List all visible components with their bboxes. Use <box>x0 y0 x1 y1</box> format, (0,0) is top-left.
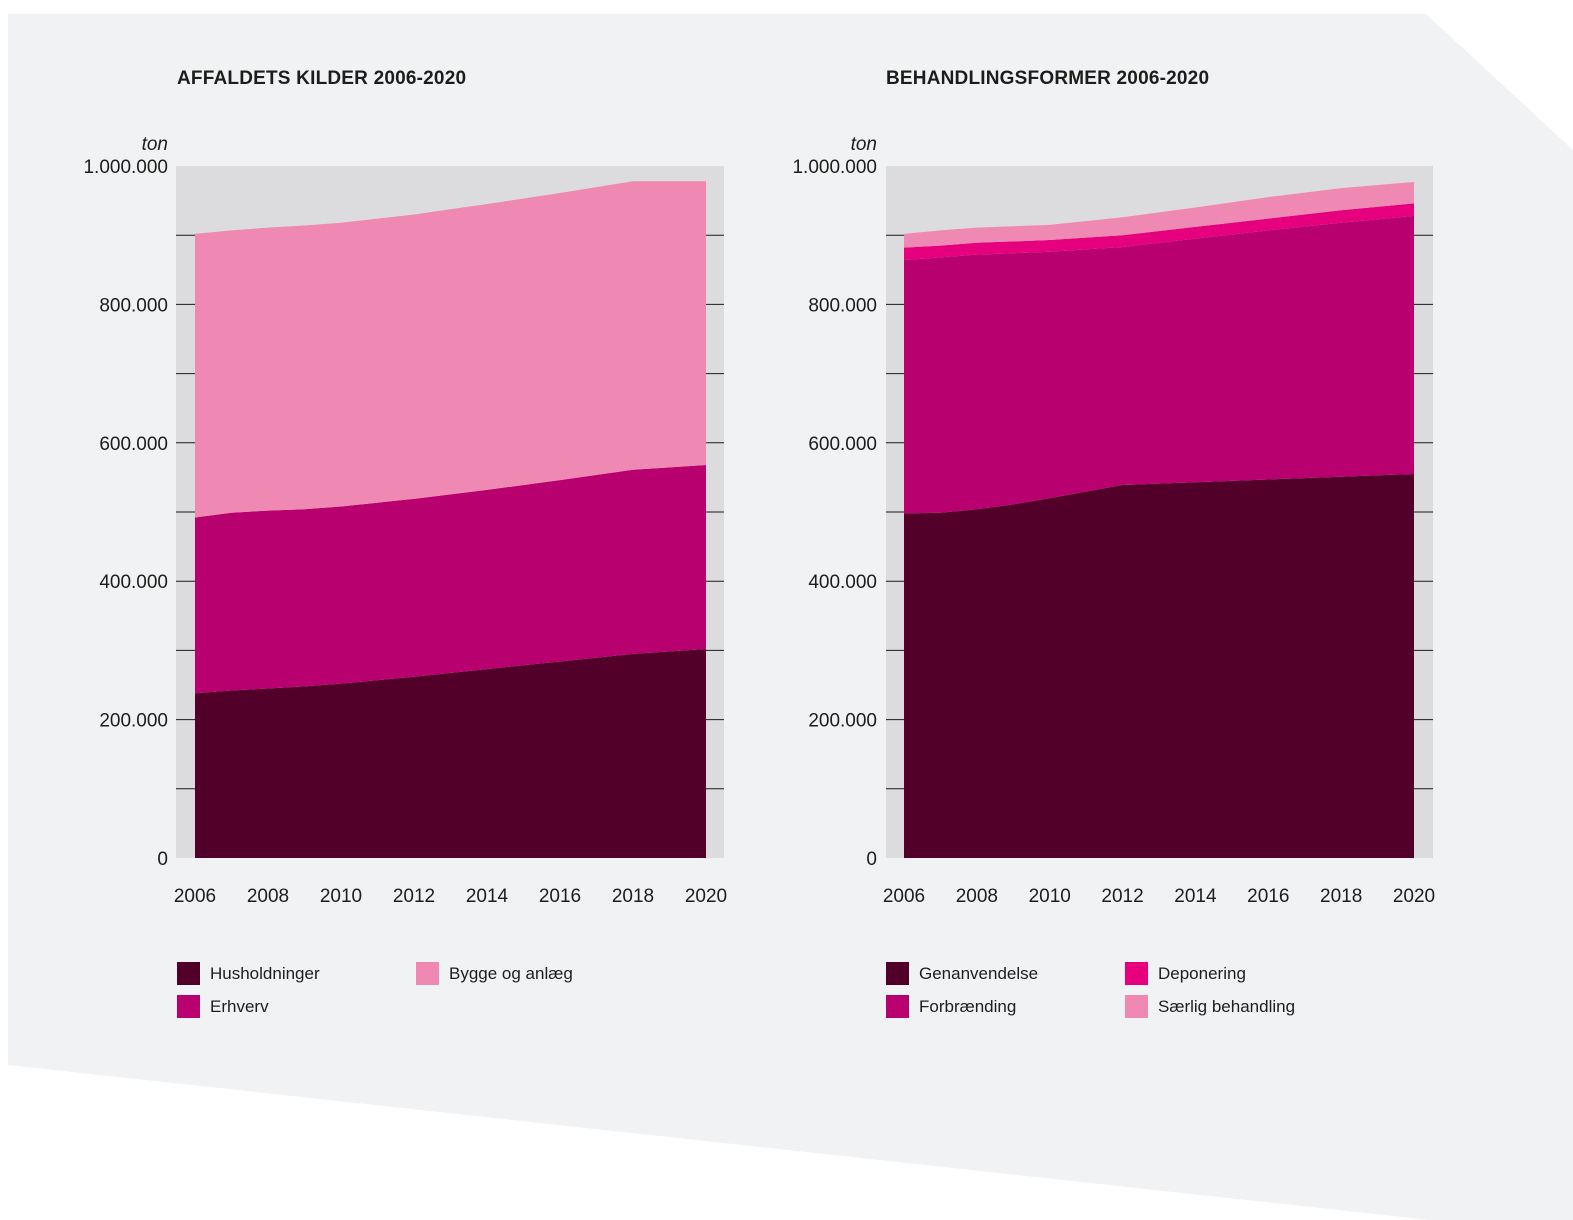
legend-swatch <box>177 962 200 985</box>
x-tick-label: 2006 <box>883 886 925 907</box>
area-særlig-behandling <box>904 181 1414 248</box>
x-tick-label: 2020 <box>1393 886 1435 907</box>
y-tick-label: 0 <box>866 849 877 870</box>
legend-label: Særlig behandling <box>1158 996 1296 1016</box>
legend-item: Husholdninger <box>177 962 320 985</box>
area-bygge-og-anlæg <box>195 181 706 518</box>
legend-label: Husholdninger <box>210 963 320 983</box>
x-tick-label: 2014 <box>466 886 509 907</box>
y-tick-label: 0 <box>157 849 168 870</box>
y-tick-label: 400.000 <box>808 572 877 593</box>
x-tick-label: 2008 <box>956 886 998 907</box>
legend-item: Særlig behandling <box>1125 995 1295 1018</box>
legend-swatch <box>1125 995 1148 1018</box>
legend-swatch <box>1125 962 1148 985</box>
legend-item: Erhverv <box>177 995 269 1018</box>
legend-swatch <box>416 962 439 985</box>
y-tick-label: 200.000 <box>808 711 877 732</box>
y-tick-label: 800.000 <box>808 295 877 316</box>
x-tick-label: 2010 <box>1029 886 1071 907</box>
legend-label: Genanvendelse <box>919 963 1039 983</box>
y-tick-label: 1.000.000 <box>792 157 877 178</box>
y-axis-unit: ton <box>142 134 168 155</box>
legend-item: Bygge og anlæg <box>416 962 573 985</box>
y-tick-label: 400.000 <box>99 572 168 593</box>
y-tick-label: 800.000 <box>99 295 168 316</box>
x-tick-label: 2008 <box>247 886 289 907</box>
legend-item: Forbrænding <box>886 995 1016 1018</box>
area-erhverv <box>195 464 706 694</box>
x-tick-label: 2018 <box>612 886 654 907</box>
area-forbrænding <box>904 215 1414 514</box>
x-tick-label: 2012 <box>393 886 435 907</box>
legend-label: Bygge og anlæg <box>449 963 573 983</box>
legend-swatch <box>886 962 909 985</box>
legend-label: Deponering <box>1158 963 1246 983</box>
y-tick-label: 200.000 <box>99 711 168 732</box>
x-tick-label: 2012 <box>1101 886 1143 907</box>
area-genanvendelse <box>904 473 1414 858</box>
x-tick-label: 2020 <box>685 886 727 907</box>
chart-title-sources: AFFALDETS KILDER 2006-2020 <box>177 68 467 89</box>
legend-label: Erhverv <box>210 996 269 1016</box>
legend-swatch <box>177 995 200 1018</box>
chart-title-treatment: BEHANDLINGSFORMER 2006-2020 <box>886 68 1210 89</box>
area-deponering <box>904 203 1414 261</box>
y-tick-label: 1.000.000 <box>83 157 168 178</box>
x-tick-label: 2006 <box>174 886 216 907</box>
y-axis-unit: ton <box>851 134 877 155</box>
x-tick-label: 2016 <box>539 886 581 907</box>
x-tick-label: 2018 <box>1320 886 1362 907</box>
x-tick-label: 2016 <box>1247 886 1289 907</box>
x-tick-label: 2010 <box>320 886 362 907</box>
y-tick-label: 600.000 <box>99 434 168 455</box>
legend-swatch <box>886 995 909 1018</box>
legend-item: Deponering <box>1125 962 1246 985</box>
y-tick-label: 600.000 <box>808 434 877 455</box>
area-husholdninger <box>195 649 706 858</box>
legend-item: Genanvendelse <box>886 962 1038 985</box>
legend-label: Forbrænding <box>919 996 1017 1016</box>
x-tick-label: 2014 <box>1174 886 1217 907</box>
